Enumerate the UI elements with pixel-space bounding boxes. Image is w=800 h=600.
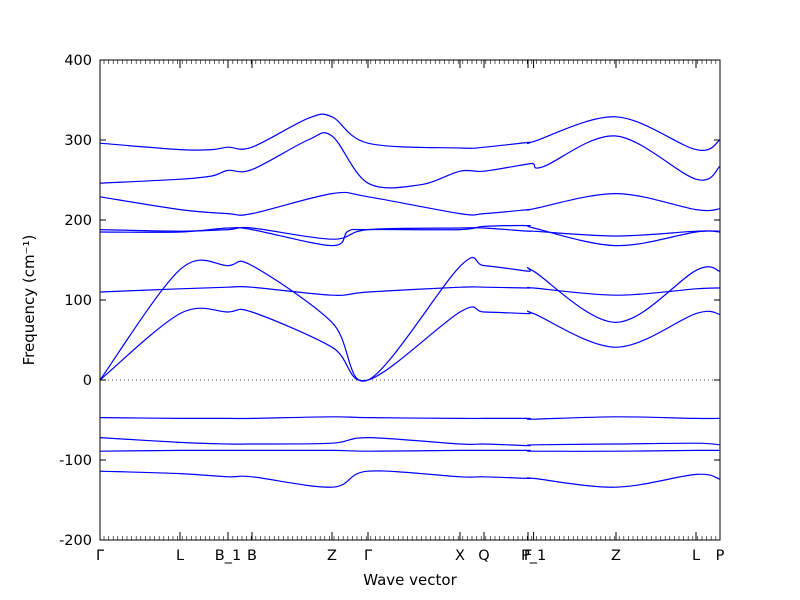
- band-line-3: [99, 191, 721, 216]
- band-line-9: [99, 416, 721, 420]
- y-tick-label: 0: [83, 373, 92, 389]
- x-tick-label: Z: [327, 548, 337, 564]
- x-axis-label: Wave vector: [363, 571, 457, 589]
- x-tick-label: B_1: [215, 548, 241, 564]
- band-line-5: [99, 224, 721, 247]
- x-tick-label: X: [455, 548, 465, 564]
- band-line-6: [99, 285, 721, 296]
- x-tick-label: P_1: [521, 548, 546, 564]
- band-line-7: [99, 256, 721, 382]
- minor-tick-group: [103, 60, 717, 540]
- x-axis-ticks: Γ L B_1 B Z Γ X Q FP_1 Z L P: [96, 60, 725, 564]
- x-tick-label: Γ: [364, 548, 372, 564]
- y-tick-label: 300: [64, 133, 92, 149]
- x-tick-label: P: [716, 548, 725, 564]
- x-tick-label: L: [176, 548, 184, 564]
- y-axis-ticks: -200 -100 0 100 200 300 400: [59, 53, 720, 549]
- band-line-4: [99, 226, 721, 240]
- band-line-2: [99, 132, 721, 189]
- y-tick-label: -100: [59, 453, 92, 469]
- band-line-12: [99, 470, 721, 488]
- x-tick-label: Γ: [96, 548, 104, 564]
- x-tick-label: Q: [478, 548, 489, 564]
- x-tick-label: B: [247, 548, 257, 564]
- band-line-8: [99, 306, 721, 382]
- x-tick-label: L: [692, 548, 700, 564]
- y-tick-label: -200: [59, 533, 92, 549]
- y-tick-label: 200: [64, 213, 92, 229]
- band-line-1: [99, 113, 721, 151]
- y-axis-label: Frequency (cm⁻¹): [20, 235, 38, 366]
- y-tick-label: 400: [64, 53, 92, 69]
- band-line-10: [99, 436, 721, 447]
- band-line-11: [99, 449, 721, 452]
- series-group: [99, 113, 721, 488]
- x-tick-label: Z: [611, 548, 621, 564]
- y-tick-label: 100: [64, 293, 92, 309]
- x-tick-label: F: [524, 548, 532, 564]
